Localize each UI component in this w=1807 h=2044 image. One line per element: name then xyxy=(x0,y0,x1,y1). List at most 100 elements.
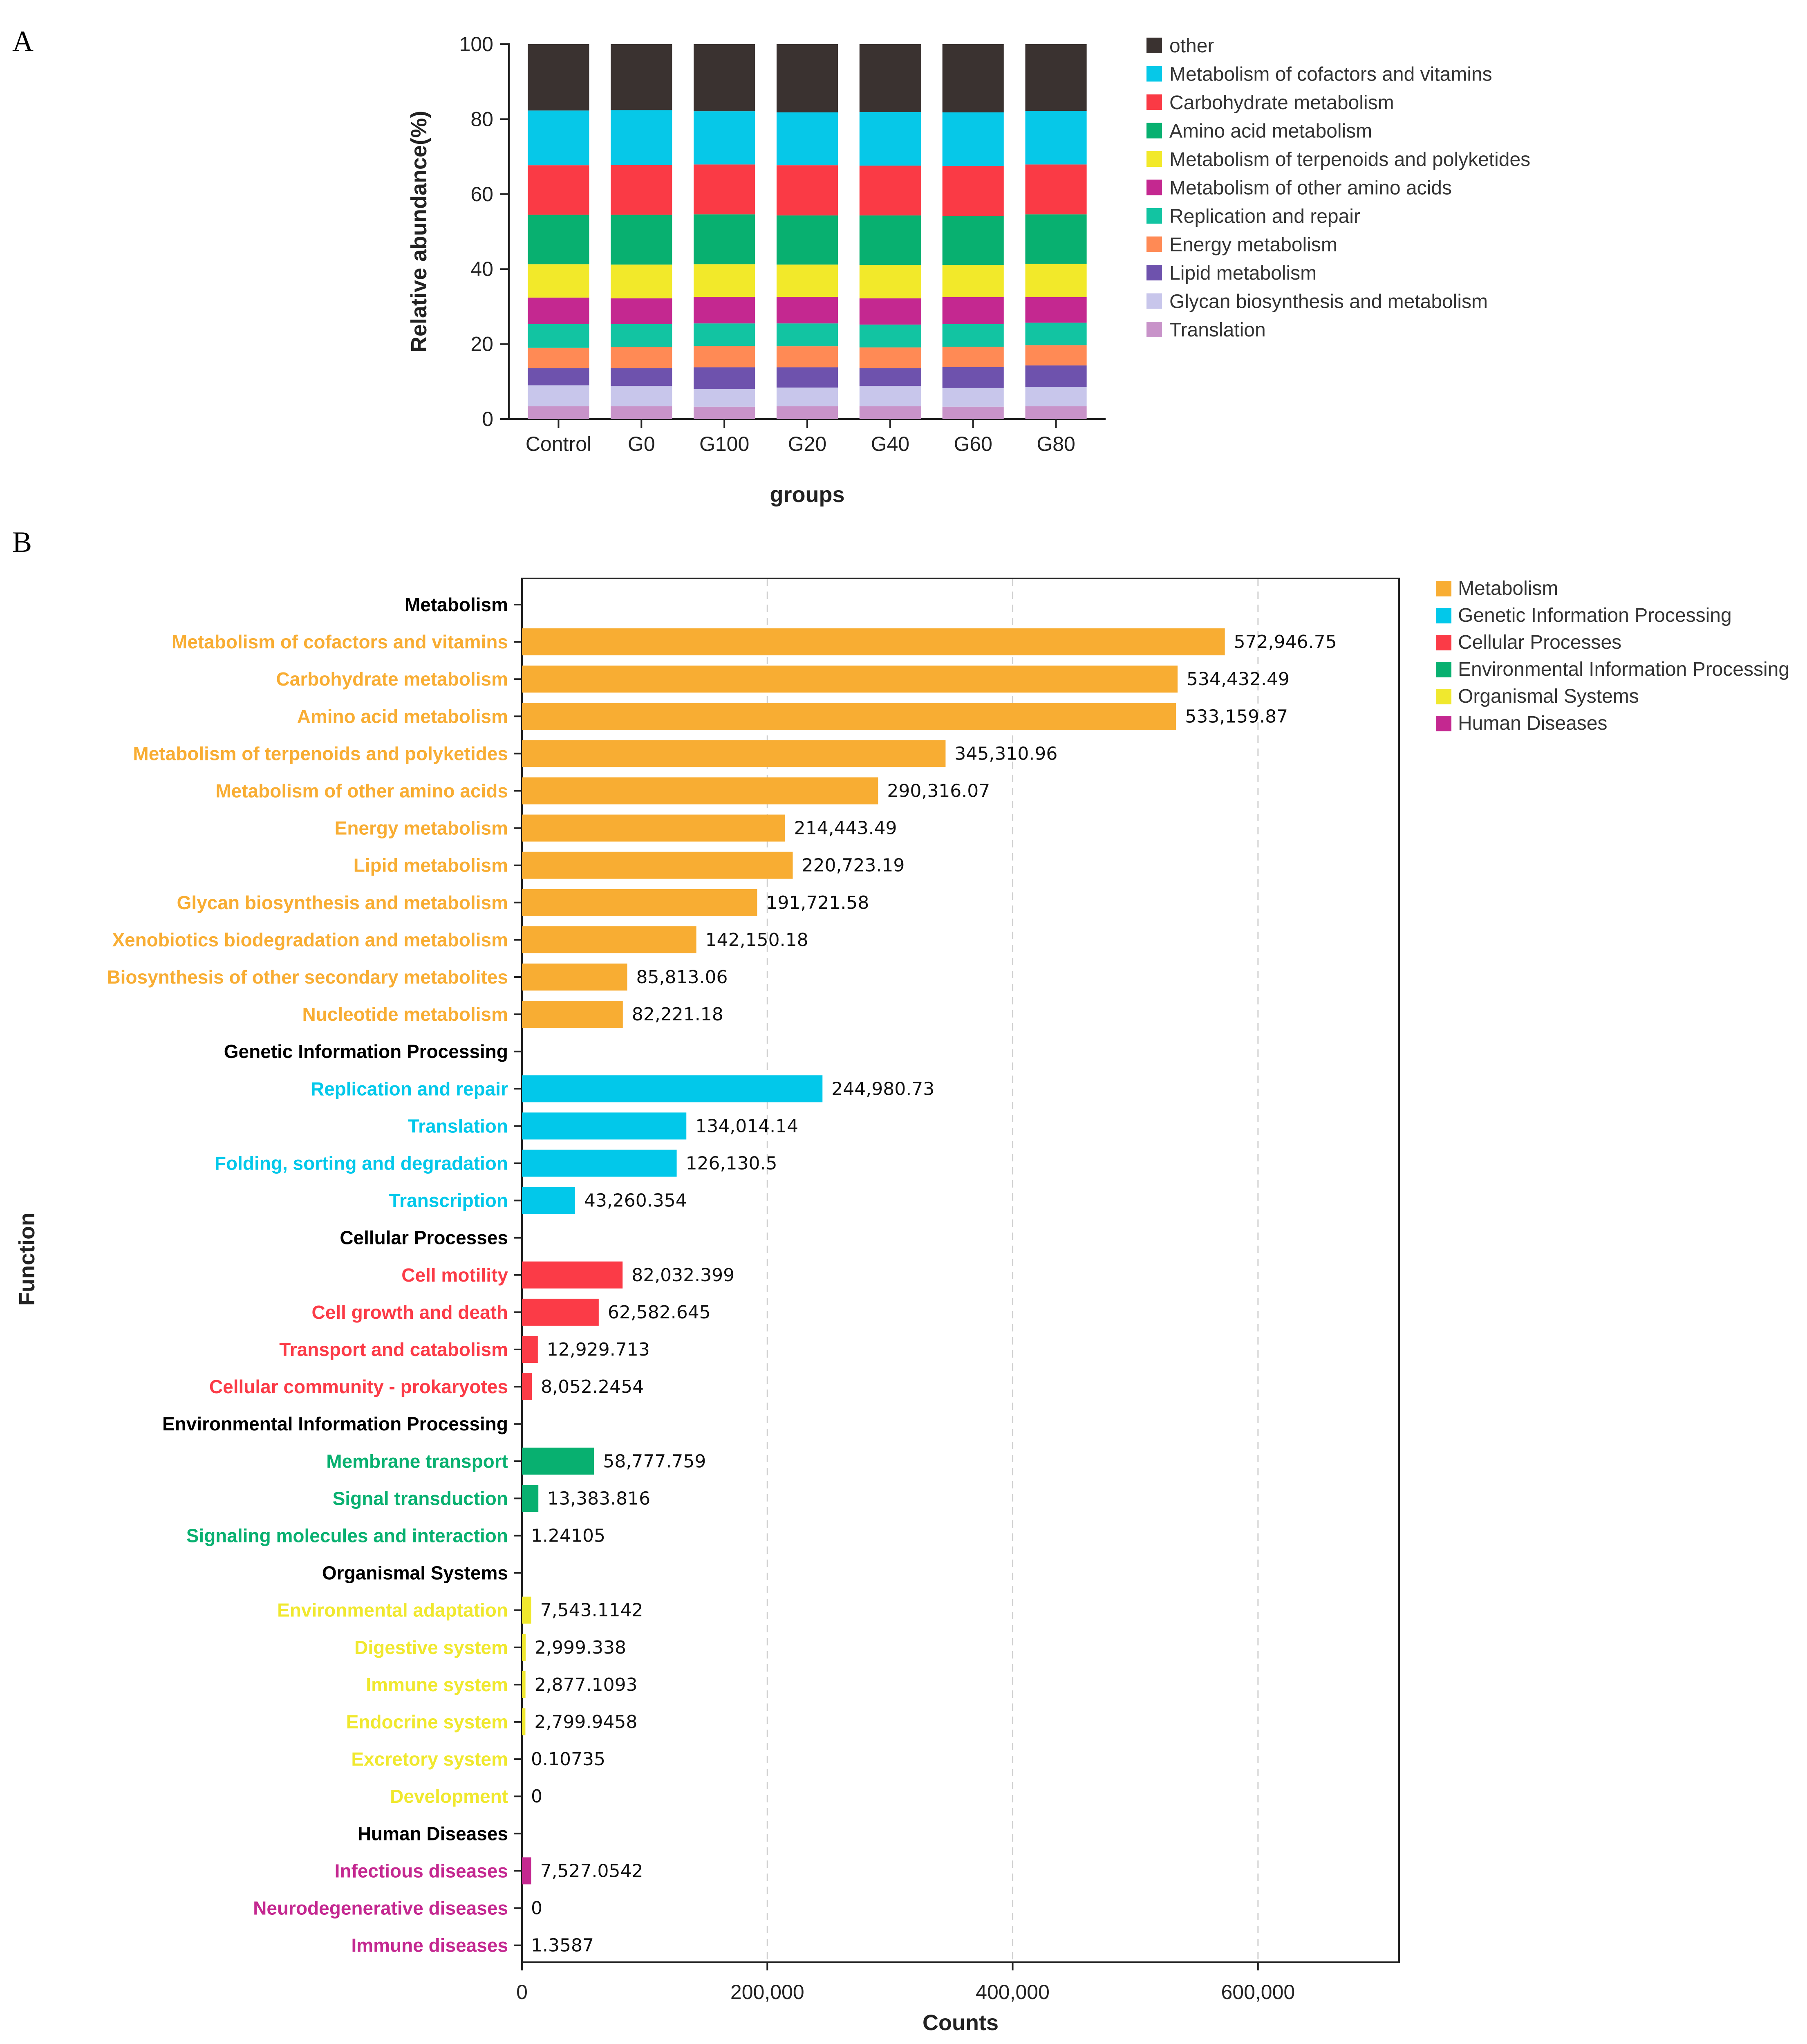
value-label-development: 0 xyxy=(531,1786,542,1807)
bar-segment-g80-amino-acid-metabolism xyxy=(1025,214,1087,264)
category-header-genetic-information-processing: Genetic Information Processing xyxy=(224,1041,508,1062)
bar-xenobiotics-biodegradation-and-metabolism xyxy=(522,926,696,953)
legend-swatch-translation xyxy=(1146,322,1162,337)
category-label-metabolism-of-terpenoids-and-polyketides: Metabolism of terpenoids and polyketides xyxy=(133,743,508,764)
bar-segment-control-translation xyxy=(528,406,589,419)
bar-segment-g60-carbohydrate-metabolism xyxy=(942,166,1004,216)
category-label-translation: Translation xyxy=(408,1115,508,1136)
bar-segment-g20-lipid-metabolism xyxy=(776,367,838,388)
bar-digestive-system xyxy=(522,1634,526,1661)
category-label-amino-acid-metabolism: Amino acid metabolism xyxy=(297,706,508,727)
value-label-cell-growth-and-death: 62,582.645 xyxy=(608,1302,711,1323)
bar-segment-g0-carbohydrate-metabolism xyxy=(611,165,672,215)
x-tick-label-control: Control xyxy=(526,433,591,455)
category-label-infectious-diseases: Infectious diseases xyxy=(335,1860,508,1881)
bar-segment-g0-replication-and-repair xyxy=(611,324,672,347)
bar-segment-g60-other xyxy=(942,44,1004,112)
bar-environmental-adaptation xyxy=(522,1596,531,1624)
bar-segment-g20-other xyxy=(776,44,838,112)
value-label-signal-transduction: 13,383.816 xyxy=(547,1488,650,1509)
bar-segment-g100-other xyxy=(694,44,755,112)
value-label-membrane-transport: 58,777.759 xyxy=(603,1451,706,1472)
legend-label-metabolism-of-terpenoids-and-polyketides: Metabolism of terpenoids and polyketides xyxy=(1169,149,1530,170)
bar-segment-g20-metabolism-of-terpenoids-and-polyketides xyxy=(776,264,838,297)
bar-metabolism-of-cofactors-and-vitamins xyxy=(522,628,1225,656)
bar-segment-g100-metabolism-of-terpenoids-and-polyketides xyxy=(694,264,755,297)
bar-segment-g40-amino-acid-metabolism xyxy=(859,215,921,265)
legend-swatch-carbohydrate-metabolism xyxy=(1146,94,1162,110)
legend-label-environmental-information-processing: Environmental Information Processing xyxy=(1458,659,1789,680)
value-label-nucleotide-metabolism: 82,221.18 xyxy=(632,1004,723,1025)
bar-segment-g80-energy-metabolism xyxy=(1025,345,1087,365)
bar-segment-g60-amino-acid-metabolism xyxy=(942,215,1004,265)
category-label-metabolism-of-cofactors-and-vitamins: Metabolism of cofactors and vitamins xyxy=(172,631,508,652)
legend-swatch-metabolism-of-other-amino-acids xyxy=(1146,179,1162,195)
bar-segment-g20-energy-metabolism xyxy=(776,346,838,368)
value-label-signaling-molecules-and-interaction: 1.24105 xyxy=(531,1526,605,1546)
bar-segment-g80-replication-and-repair xyxy=(1025,323,1087,345)
category-label-neurodegenerative-diseases: Neurodegenerative diseases xyxy=(253,1898,508,1919)
value-label-cellular-community-prokaryotes: 8,052.2454 xyxy=(541,1376,644,1397)
legend-label-human-diseases: Human Diseases xyxy=(1458,713,1607,734)
category-label-cell-motility: Cell motility xyxy=(401,1264,508,1286)
bar-segment-control-amino-acid-metabolism xyxy=(528,215,589,264)
legend-label-metabolism: Metabolism xyxy=(1458,578,1558,599)
legend-swatch-cellular-processes xyxy=(1436,635,1451,650)
bar-segment-g20-metabolism-of-cofactors-and-vitamins xyxy=(776,112,838,166)
category-label-cellular-community-prokaryotes: Cellular community - prokaryotes xyxy=(209,1376,508,1397)
bar-segment-g0-other xyxy=(611,44,672,110)
legend-swatch-genetic-information-processing xyxy=(1436,608,1451,623)
bar-transport-and-catabolism xyxy=(522,1336,538,1363)
category-header-human-diseases: Human Diseases xyxy=(358,1823,508,1844)
bar-signal-transduction xyxy=(522,1485,539,1512)
category-label-xenobiotics-biodegradation-and-metabolism: Xenobiotics biodegradation and metabolis… xyxy=(112,929,508,950)
bar-segment-g80-metabolism-of-cofactors-and-vitamins xyxy=(1025,111,1087,165)
legend-swatch-lipid-metabolism xyxy=(1146,265,1162,280)
bar-translation xyxy=(522,1112,687,1140)
bar-cellular-community-prokaryotes xyxy=(522,1373,532,1401)
category-label-transcription: Transcription xyxy=(389,1190,508,1211)
bar-segment-g80-translation xyxy=(1025,406,1087,419)
bar-segment-g80-metabolism-of-other-amino-acids xyxy=(1025,297,1087,323)
value-label-carbohydrate-metabolism: 534,432.49 xyxy=(1187,669,1290,690)
bar-segment-g100-amino-acid-metabolism xyxy=(694,214,755,264)
bar-metabolism-of-other-amino-acids xyxy=(522,777,878,805)
value-label-environmental-adaptation: 7,543.1142 xyxy=(540,1600,643,1621)
bar-segment-g0-lipid-metabolism xyxy=(611,368,672,386)
value-label-glycan-biosynthesis-and-metabolism: 191,721.58 xyxy=(766,892,869,913)
bar-segment-control-carbohydrate-metabolism xyxy=(528,165,589,215)
bar-infectious-diseases xyxy=(522,1857,531,1885)
bar-segment-control-metabolism-of-other-amino-acids xyxy=(528,297,589,324)
bar-carbohydrate-metabolism xyxy=(522,666,1178,693)
bar-segment-g0-amino-acid-metabolism xyxy=(611,215,672,265)
y-tick-label: 60 xyxy=(470,183,493,206)
value-label-biosynthesis-of-other-secondary-metabolites: 85,813.06 xyxy=(636,967,728,988)
bar-segment-g60-lipid-metabolism xyxy=(942,367,1004,388)
legend-label-genetic-information-processing: Genetic Information Processing xyxy=(1458,605,1732,626)
bar-segment-g80-metabolism-of-terpenoids-and-polyketides xyxy=(1025,264,1087,297)
horizontal-bar-chart: 0 200,000 400,000 600,000 Counts Function Meta… xyxy=(15,578,1789,2035)
legend-swatch-glycan-biosynthesis-and-metabolism xyxy=(1146,293,1162,309)
y-axis-title: Function xyxy=(15,1213,39,1306)
x-axis-title: groups xyxy=(770,482,845,507)
bar-segment-g100-replication-and-repair xyxy=(694,323,755,346)
bar-segment-g0-metabolism-of-cofactors-and-vitamins xyxy=(611,110,672,165)
bar-segment-g80-lipid-metabolism xyxy=(1025,365,1087,387)
bar-segment-g20-glycan-biosynthesis-and-metabolism xyxy=(776,387,838,406)
bar-segment-g0-translation xyxy=(611,406,672,419)
bar-segment-g40-replication-and-repair xyxy=(859,324,921,347)
legend-swatch-environmental-information-processing xyxy=(1436,662,1451,677)
bar-lipid-metabolism xyxy=(522,852,793,879)
value-label-transport-and-catabolism: 12,929.713 xyxy=(547,1339,650,1360)
category-label-membrane-transport: Membrane transport xyxy=(326,1450,508,1472)
bar-segment-g100-carbohydrate-metabolism xyxy=(694,164,755,215)
bar-segment-g60-energy-metabolism xyxy=(942,347,1004,367)
bar-segment-g40-other xyxy=(859,44,921,112)
x-tick-label-g0: G0 xyxy=(628,433,655,455)
bar-segment-g60-metabolism-of-terpenoids-and-polyketides xyxy=(942,265,1004,297)
category-label-immune-system: Immune system xyxy=(366,1674,508,1695)
category-label-glycan-biosynthesis-and-metabolism: Glycan biosynthesis and metabolism xyxy=(177,892,508,913)
category-label-digestive-system: Digestive system xyxy=(354,1637,508,1658)
category-label-environmental-adaptation: Environmental adaptation xyxy=(277,1600,508,1621)
